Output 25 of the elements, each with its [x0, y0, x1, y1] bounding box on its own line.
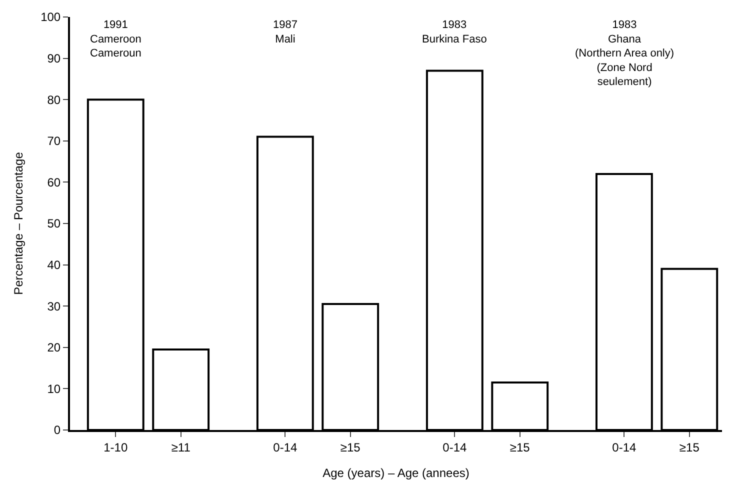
y-tick-label: 90 [47, 52, 61, 66]
y-tick-label: 70 [47, 134, 61, 148]
y-tick-label: 40 [47, 258, 61, 272]
annotation: 1991 Cameroon Cameroun [90, 19, 142, 60]
y-tick-label: 30 [47, 299, 61, 314]
annotation: 1987 Mali [273, 19, 298, 46]
y-tick-label: 60 [47, 175, 61, 190]
x-tick-label: ≥11 [171, 440, 191, 454]
x-tick-label: ≥15 [679, 440, 700, 454]
x-tick-label: ≥15 [340, 440, 361, 454]
x-tick-label: ≥15 [510, 440, 530, 454]
x-axis-title: Age (years) – Age (annees) [322, 466, 470, 480]
y-tick-label: 0 [54, 423, 61, 438]
x-tick-label: 0-14 [273, 440, 298, 454]
y-tick-label: 50 [47, 216, 61, 231]
y-tick-label: 100 [40, 10, 61, 24]
y-tick-label: 20 [47, 340, 61, 355]
x-tick-label: 0-14 [442, 440, 468, 454]
annotation: 1983 Burkina Faso [422, 19, 487, 46]
annotation: 1983 Ghana (Northern Area only) (Zone Nord seulement) [575, 19, 674, 88]
y-tick-label: 10 [47, 382, 61, 396]
y-tick-label: 80 [47, 92, 61, 107]
x-tick-label: 1-10 [104, 440, 128, 454]
y-axis-title: Percentage – Pourcentage [11, 152, 26, 295]
x-tick-label: 0-14 [612, 440, 637, 454]
